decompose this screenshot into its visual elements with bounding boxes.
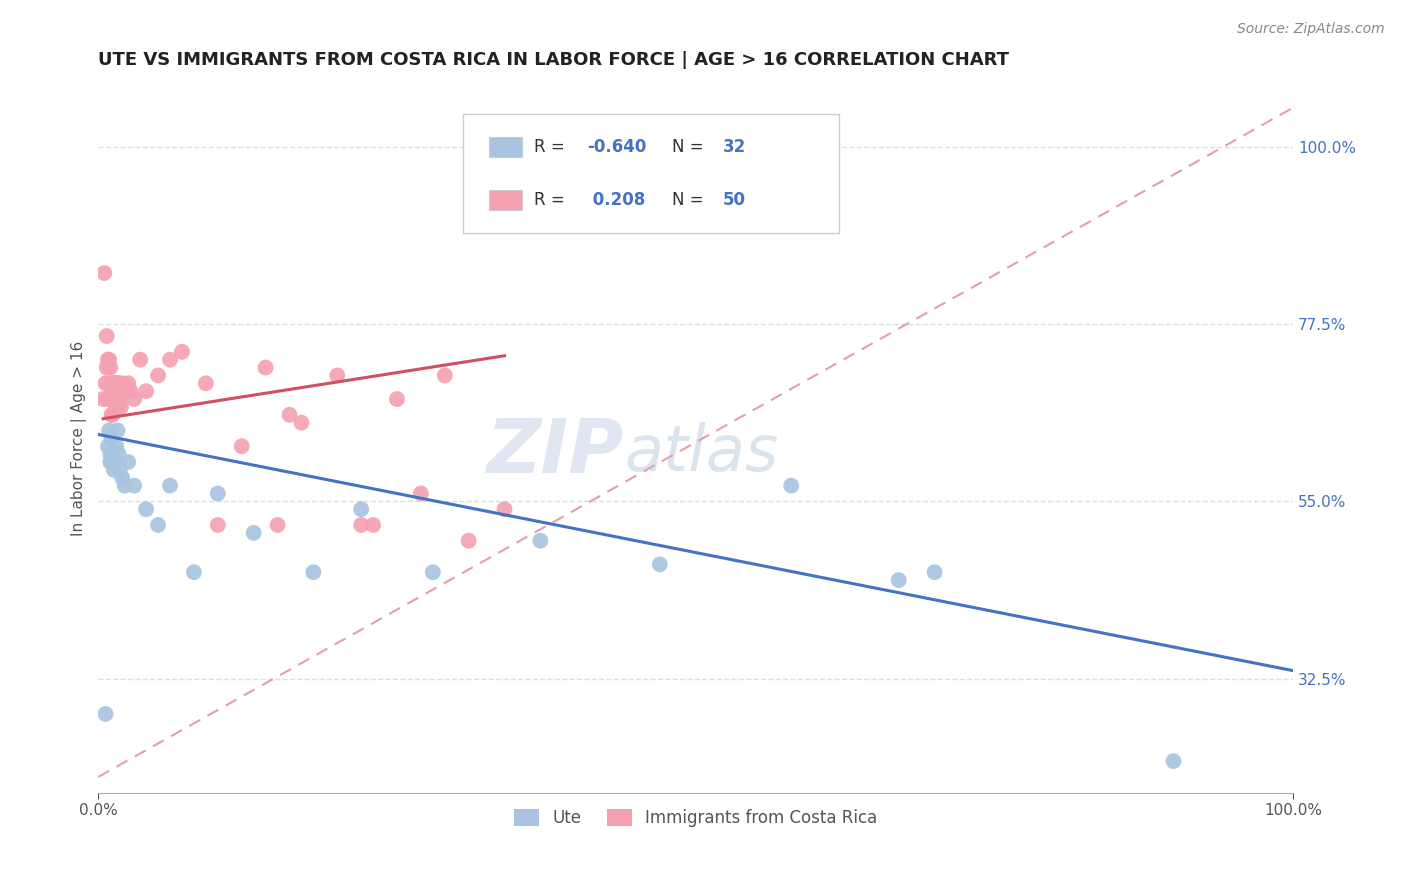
Point <box>108 463 131 477</box>
Point <box>105 439 128 453</box>
Text: UTE VS IMMIGRANTS FROM COSTA RICA IN LABOR FORCE | AGE > 16 CORRELATION CHART: UTE VS IMMIGRANTS FROM COSTA RICA IN LAB… <box>98 51 1010 69</box>
Point <box>146 368 169 383</box>
Point <box>98 360 121 375</box>
Point <box>97 392 120 406</box>
Point <box>254 360 277 375</box>
Point <box>409 486 432 500</box>
Point <box>887 573 910 587</box>
Point <box>101 455 124 469</box>
Point <box>100 376 122 391</box>
Point <box>107 447 129 461</box>
Text: -0.640: -0.640 <box>586 138 647 156</box>
Point <box>146 518 169 533</box>
Point <box>648 558 671 572</box>
Point <box>98 352 121 367</box>
Point <box>135 502 157 516</box>
Point <box>110 400 132 414</box>
FancyBboxPatch shape <box>489 137 523 157</box>
Point <box>98 392 121 406</box>
Point <box>101 408 124 422</box>
Y-axis label: In Labor Force | Age > 16: In Labor Force | Age > 16 <box>72 341 87 536</box>
Point <box>103 463 125 477</box>
Point <box>494 502 516 516</box>
Point <box>529 533 551 548</box>
Point <box>350 502 373 516</box>
Text: R =: R = <box>534 191 571 209</box>
Point <box>361 518 384 533</box>
Point <box>100 431 122 445</box>
Point <box>194 376 217 391</box>
Point <box>350 518 373 533</box>
Point <box>242 525 264 540</box>
Point <box>96 329 118 343</box>
Point <box>385 392 408 406</box>
Point <box>433 368 456 383</box>
Point <box>207 518 229 533</box>
Point <box>170 344 193 359</box>
Point <box>93 266 115 280</box>
Point <box>108 392 131 406</box>
Point <box>120 384 142 399</box>
Text: 32: 32 <box>723 138 747 156</box>
Point <box>98 424 121 438</box>
Point <box>290 416 312 430</box>
Point <box>98 376 121 391</box>
Point <box>924 566 946 580</box>
Point <box>122 392 145 406</box>
Point <box>107 376 129 391</box>
Point <box>98 455 121 469</box>
Point <box>183 566 205 580</box>
Point <box>107 424 129 438</box>
Point <box>231 439 253 453</box>
FancyBboxPatch shape <box>489 190 523 210</box>
Text: 0.208: 0.208 <box>586 191 645 209</box>
Text: N =: N = <box>672 138 709 156</box>
Text: N =: N = <box>672 191 709 209</box>
Point <box>94 706 117 721</box>
Point <box>101 384 124 399</box>
Point <box>278 408 301 422</box>
Point <box>159 478 181 492</box>
Point <box>94 376 117 391</box>
Point <box>302 566 325 580</box>
Text: Source: ZipAtlas.com: Source: ZipAtlas.com <box>1237 22 1385 37</box>
Point <box>100 408 122 422</box>
Point <box>422 566 444 580</box>
Point <box>159 352 181 367</box>
Point <box>103 392 125 406</box>
Point <box>104 376 127 391</box>
Point <box>780 478 803 492</box>
Point <box>117 376 139 391</box>
Point <box>105 455 128 469</box>
Text: R =: R = <box>534 138 571 156</box>
Point <box>105 400 128 414</box>
Point <box>107 376 129 391</box>
Legend: Ute, Immigrants from Costa Rica: Ute, Immigrants from Costa Rica <box>508 803 884 834</box>
Point <box>111 471 134 485</box>
Point <box>98 447 121 461</box>
Point <box>1163 754 1185 768</box>
Point <box>91 392 114 406</box>
Point <box>122 478 145 492</box>
Point <box>135 384 157 399</box>
Point <box>266 518 288 533</box>
Text: atlas: atlas <box>624 422 779 483</box>
Text: ZIP: ZIP <box>486 416 624 489</box>
Point <box>114 478 136 492</box>
Point <box>114 384 136 399</box>
Point <box>457 533 479 548</box>
Point <box>207 486 229 500</box>
Point <box>326 368 349 383</box>
Point <box>97 352 120 367</box>
Point <box>117 455 139 469</box>
FancyBboxPatch shape <box>463 114 839 233</box>
Point <box>107 400 129 414</box>
Point <box>111 376 134 391</box>
Point <box>103 376 125 391</box>
Point <box>97 439 120 453</box>
Point <box>129 352 152 367</box>
Point <box>105 376 128 391</box>
Point <box>96 360 118 375</box>
Text: 50: 50 <box>723 191 747 209</box>
